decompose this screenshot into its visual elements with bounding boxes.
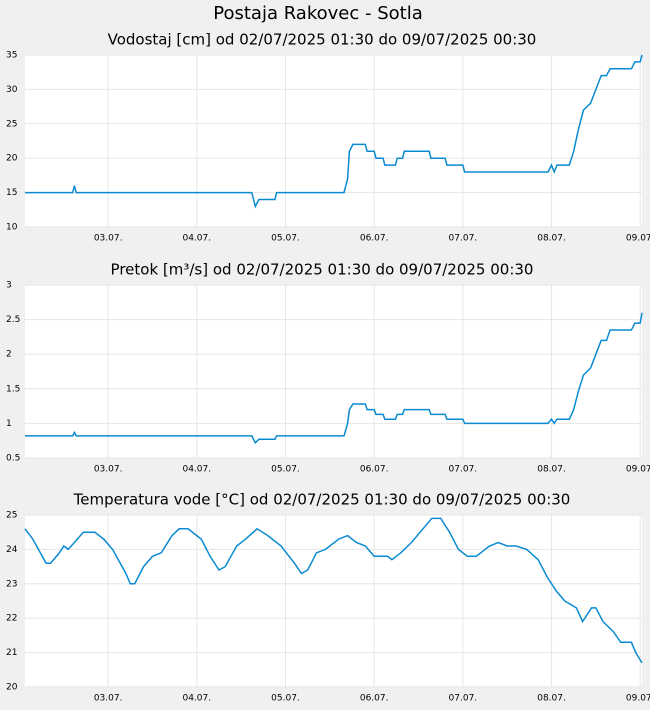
x-tick-label: 09.07. [626, 694, 650, 704]
x-tick-label: 06.07. [360, 234, 389, 244]
x-tick-label: 03.07. [94, 465, 123, 475]
x-tick-label: 04.07. [182, 465, 211, 475]
x-tick-label: 04.07. [182, 694, 211, 704]
y-tick-label: 0.5 [6, 454, 20, 464]
x-tick-label: 08.07. [537, 234, 566, 244]
x-tick-label: 04.07. [182, 234, 211, 244]
x-tick-label: 03.07. [94, 234, 123, 244]
data-line [24, 517, 643, 664]
y-tick-label: 35 [6, 51, 17, 61]
x-tick-label: 07.07. [449, 694, 478, 704]
y-tick-label: 2 [6, 350, 12, 360]
y-tick-label: 25 [6, 511, 17, 521]
x-tick-label: 06.07. [360, 694, 389, 704]
y-tick-label: 15 [6, 188, 17, 198]
x-tick-label: 09.07. [626, 465, 650, 475]
y-tick-label: 20 [6, 683, 18, 693]
y-tick-label: 24 [6, 545, 18, 555]
x-tick-label: 08.07. [537, 694, 566, 704]
y-tick-label: 22 [6, 614, 17, 624]
y-tick-label: 25 [6, 119, 17, 129]
x-tick-label: 07.07. [449, 234, 478, 244]
y-tick-label: 2.5 [6, 315, 20, 325]
x-tick-label: 07.07. [449, 465, 478, 475]
plot-area [25, 515, 642, 687]
chart-title: Vodostaj [cm] od 02/07/2025 01:30 do 09/… [108, 31, 537, 49]
data-line [25, 312, 643, 445]
x-tick-label: 09.07. [626, 234, 650, 244]
y-tick-label: 1.5 [6, 384, 20, 394]
plot-area [25, 285, 642, 458]
x-tick-label: 06.07. [360, 465, 389, 475]
data-line [25, 54, 643, 209]
y-tick-label: 20 [6, 154, 18, 164]
chart-title: Pretok [m³/s] od 02/07/2025 01:30 do 09/… [111, 261, 534, 279]
y-tick-label: 1 [6, 419, 12, 429]
y-tick-label: 30 [6, 85, 18, 95]
x-tick-label: 05.07. [271, 465, 300, 475]
page-title: Postaja Rakovec - Sotla [213, 3, 422, 24]
y-tick-label: 10 [6, 223, 18, 233]
x-tick-label: 08.07. [537, 465, 566, 475]
y-tick-label: 21 [6, 648, 17, 658]
chart-title: Temperatura vode [°C] od 02/07/2025 01:3… [73, 491, 571, 509]
plot-area [25, 55, 642, 227]
x-tick-label: 05.07. [271, 694, 300, 704]
y-tick-label: 3 [6, 281, 12, 291]
y-tick-label: 23 [6, 579, 17, 589]
x-tick-label: 05.07. [271, 234, 300, 244]
x-tick-label: 03.07. [94, 694, 123, 704]
